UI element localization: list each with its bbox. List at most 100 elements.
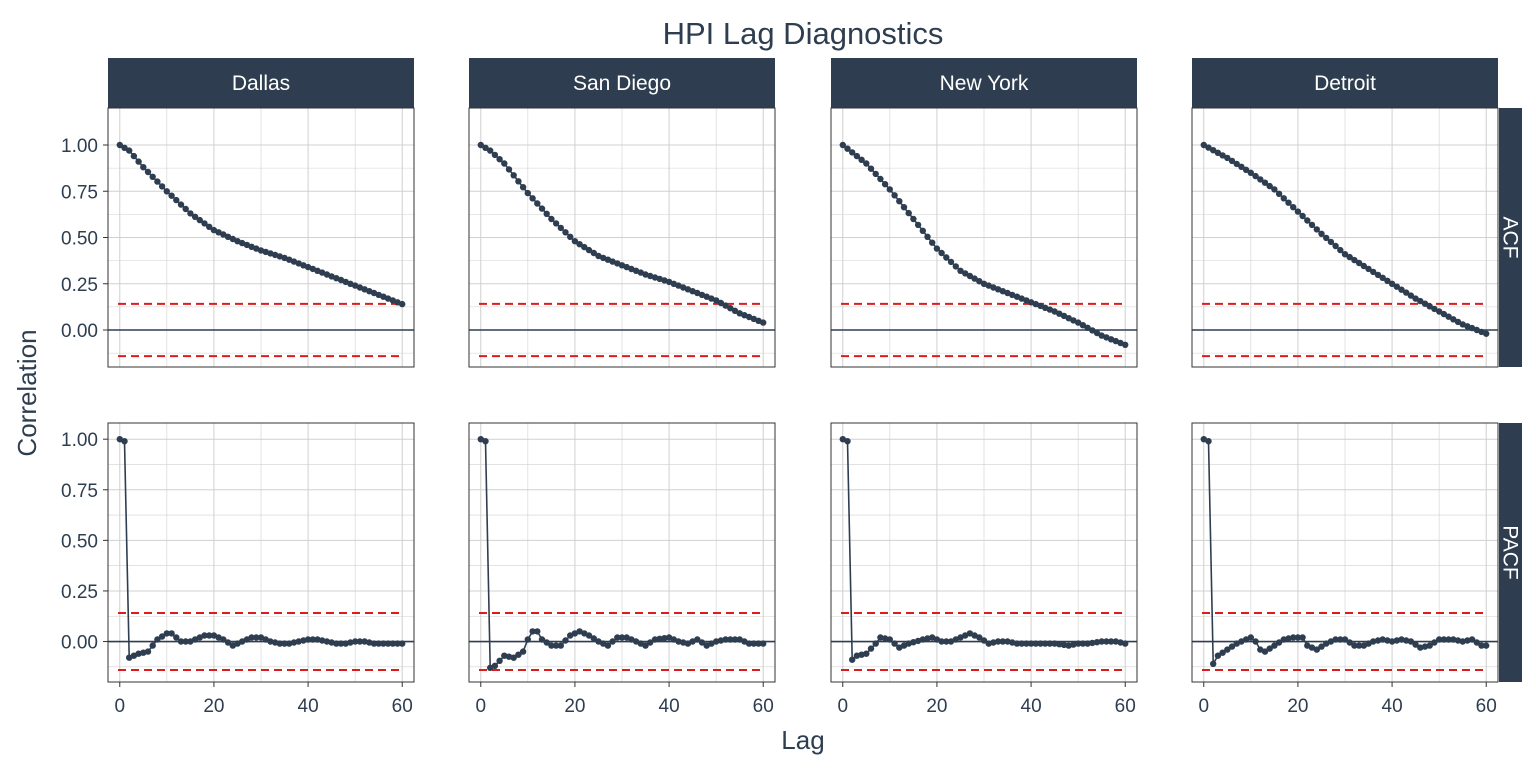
data-point	[1440, 636, 1448, 643]
data-point	[1089, 639, 1096, 647]
data-point	[844, 145, 851, 152]
data-point	[1318, 230, 1325, 237]
data-point	[1275, 190, 1283, 197]
data-point	[534, 200, 541, 207]
data-point	[947, 258, 955, 266]
y-tick-label: 1.00	[61, 430, 98, 451]
data-point	[562, 637, 569, 644]
data-point	[727, 636, 734, 643]
data-point	[618, 634, 626, 641]
data-point	[1290, 204, 1297, 211]
data-point	[867, 645, 875, 652]
data-point	[534, 628, 541, 635]
data-point	[1037, 640, 1044, 647]
data-point	[130, 152, 138, 160]
x-tick-label: 0	[1198, 696, 1209, 717]
x-tick-label: 60	[1476, 696, 1497, 717]
data-point	[585, 632, 593, 639]
data-point	[853, 152, 861, 160]
data-point	[1370, 638, 1377, 645]
data-point	[1299, 634, 1306, 641]
data-point	[1051, 640, 1058, 647]
data-point	[844, 438, 851, 445]
data-point	[220, 636, 227, 643]
data-point	[552, 220, 560, 227]
y-tick-label: 1.00	[61, 136, 98, 157]
y-tick-label: 0.50	[61, 531, 98, 552]
data-point	[515, 178, 522, 185]
data-point	[1060, 641, 1068, 649]
data-point	[943, 638, 950, 645]
data-point	[177, 638, 185, 645]
data-point	[1219, 649, 1226, 656]
data-point	[1483, 642, 1490, 649]
data-point	[524, 189, 531, 197]
x-tick-label: 0	[837, 696, 848, 717]
strip-san-diego	[469, 58, 775, 108]
data-point	[1450, 316, 1457, 323]
data-point	[863, 650, 870, 657]
data-point	[722, 302, 729, 309]
data-point	[158, 183, 166, 190]
data-point	[872, 640, 879, 647]
data-point	[1023, 640, 1030, 647]
data-point	[1084, 640, 1091, 647]
data-point	[1214, 652, 1222, 659]
data-point	[1379, 274, 1386, 281]
data-point	[1332, 636, 1339, 643]
data-point	[1210, 660, 1217, 667]
data-point	[722, 636, 729, 643]
data-point	[224, 233, 232, 240]
data-point	[1242, 166, 1250, 173]
data-point	[760, 319, 767, 326]
data-point	[510, 172, 517, 179]
panel-border	[107, 422, 415, 683]
data-point	[957, 267, 964, 274]
panel-acf-dallas	[107, 107, 415, 368]
data-point	[694, 636, 701, 643]
panel-border	[468, 107, 776, 368]
data-point	[1214, 149, 1222, 156]
data-point	[482, 144, 489, 151]
data-point	[713, 297, 720, 304]
data-point	[1056, 641, 1063, 648]
data-point	[206, 632, 213, 639]
data-point	[877, 175, 884, 183]
data-point	[1440, 310, 1448, 318]
x-axis-title: Lag	[781, 725, 824, 755]
data-point	[1290, 634, 1297, 641]
data-point	[1407, 638, 1415, 645]
data-point	[1384, 277, 1391, 284]
strip-label: New York	[940, 72, 1029, 95]
data-point	[1098, 638, 1105, 645]
data-point	[1079, 640, 1087, 647]
data-point	[1224, 154, 1231, 162]
data-point	[1247, 169, 1255, 176]
data-point	[276, 640, 283, 647]
data-point	[656, 635, 663, 642]
data-point	[896, 198, 903, 205]
data-point	[614, 634, 621, 641]
data-point	[529, 628, 536, 635]
data-point	[590, 249, 597, 257]
data-point	[980, 637, 988, 644]
data-point	[182, 205, 189, 213]
data-point	[1205, 438, 1212, 445]
data-point	[510, 654, 517, 661]
data-point	[1079, 322, 1087, 329]
data-point	[1332, 242, 1339, 250]
data-point	[1355, 642, 1363, 649]
data-point	[1308, 221, 1316, 229]
data-point	[642, 642, 649, 649]
data-point	[1075, 640, 1082, 647]
data-point	[1351, 256, 1358, 264]
data-point	[224, 639, 232, 646]
data-point	[562, 229, 569, 236]
data-point	[548, 215, 555, 223]
y-tick-label: 0.00	[61, 321, 98, 342]
data-point	[515, 651, 522, 658]
x-tick-label: 0	[475, 696, 486, 717]
data-point	[849, 149, 856, 156]
data-point	[168, 630, 175, 637]
data-point	[1351, 642, 1358, 649]
